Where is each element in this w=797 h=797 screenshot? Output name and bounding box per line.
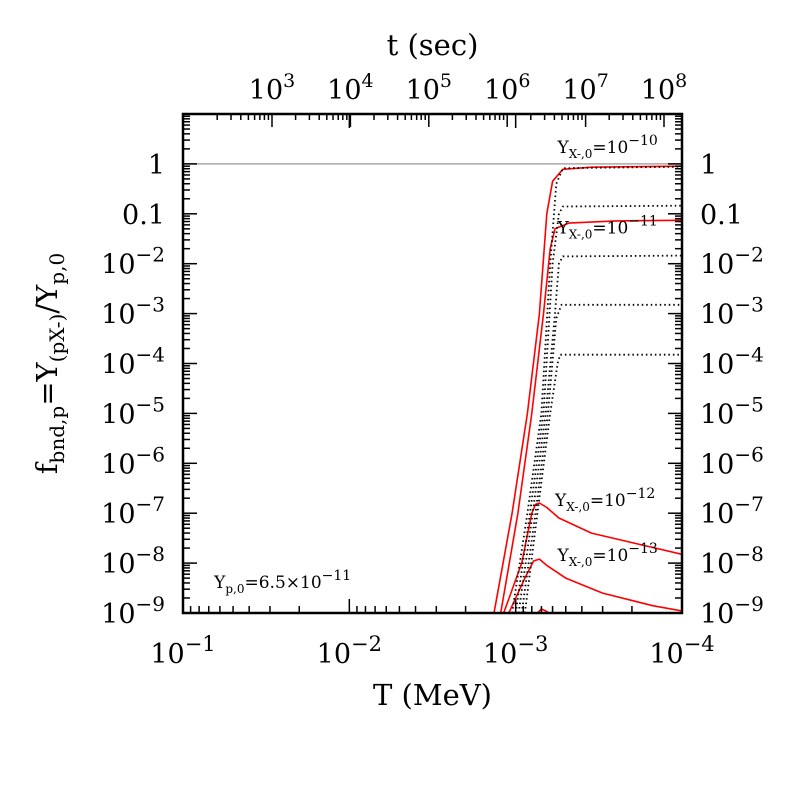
y-tick-label-left: 0.1	[122, 200, 165, 231]
annotations: YX-,0=10−10 YX-,0=10−11 YX-,0=10−12 YX-,0=1…	[213, 133, 658, 596]
series-line-8	[517, 254, 682, 613]
series-line-3	[502, 502, 682, 613]
y-tick-label-right: 10−4	[700, 343, 764, 381]
y-tick-label-right: 1	[700, 150, 717, 181]
t-tick-label: 108	[641, 70, 687, 106]
t-tick-label: 103	[249, 70, 295, 106]
curve-annotation-4: YX-,0=10−13	[557, 541, 658, 569]
y-tick-label-right: 10−3	[700, 293, 764, 331]
t-tick-label: 104	[327, 70, 373, 106]
y-tick-label-left: 10−8	[101, 542, 165, 580]
y-tick-label-left: 10−9	[101, 592, 165, 630]
series-line-7	[514, 204, 682, 613]
y-tick-label-right: 10−2	[700, 243, 764, 281]
axis-ticks	[182, 113, 683, 614]
y-tick-label-right: 10−5	[700, 392, 764, 430]
y-tick-label-left: 10−7	[101, 492, 165, 530]
y-tick-label-left: 10−5	[101, 392, 165, 430]
curve-annotation-3: YX-,0=10−12	[554, 486, 655, 514]
series-line-10	[524, 353, 682, 613]
top-axis-title: t (sec)	[387, 28, 479, 62]
curve-annotation-5: Yp,0=6.5×10−11	[213, 568, 351, 596]
plot-frame	[181, 112, 684, 615]
y-tick-label-left: 10−3	[101, 293, 165, 331]
x-tick-label: 10−2	[317, 632, 382, 670]
series-line-4	[508, 558, 682, 613]
curve-annotation-1: YX-,0=10−10	[557, 133, 658, 161]
y-tick-label-left: 10−2	[101, 243, 165, 281]
y-tick-label-left: 10−6	[101, 442, 165, 480]
y-tick-label-right: 10−9	[700, 592, 764, 630]
y-tick-label-right: 0.1	[700, 200, 743, 231]
y-tick-label-left: 10−4	[101, 343, 165, 381]
tick-labels: 10−1 10−2 10−3 10−4 103 104 105 106 107 108 1 1 0.1 0…	[101, 70, 764, 670]
curve-annotation-2: YX-,0=10−11	[557, 214, 658, 242]
t-tick-label: 105	[406, 70, 452, 106]
series-line-2	[499, 219, 682, 613]
y-tick-label-right: 10−7	[700, 492, 764, 530]
t-tick-label: 106	[484, 70, 530, 106]
y-tick-label-right: 10−6	[700, 442, 764, 480]
x-tick-label: 10−1	[150, 632, 215, 670]
t-tick-label: 107	[562, 70, 608, 106]
series-line-9	[520, 303, 682, 613]
x-axis-title: T (MeV)	[373, 678, 492, 712]
axis-titles: T (MeV) t (sec) fbnd,p=Y(pX-)/Yp,0	[30, 28, 492, 712]
x-tick-label: 10−4	[649, 632, 714, 670]
y-tick-label-right: 10−8	[700, 542, 764, 580]
x-tick-label: 10−3	[483, 632, 548, 670]
plot-area	[181, 112, 684, 615]
series-line-1	[493, 165, 682, 613]
y-axis-title: fbnd,p=Y(pX-)/Yp,0	[30, 253, 69, 474]
y-tick-label-left: 1	[148, 150, 165, 181]
series-line-6	[511, 165, 682, 613]
